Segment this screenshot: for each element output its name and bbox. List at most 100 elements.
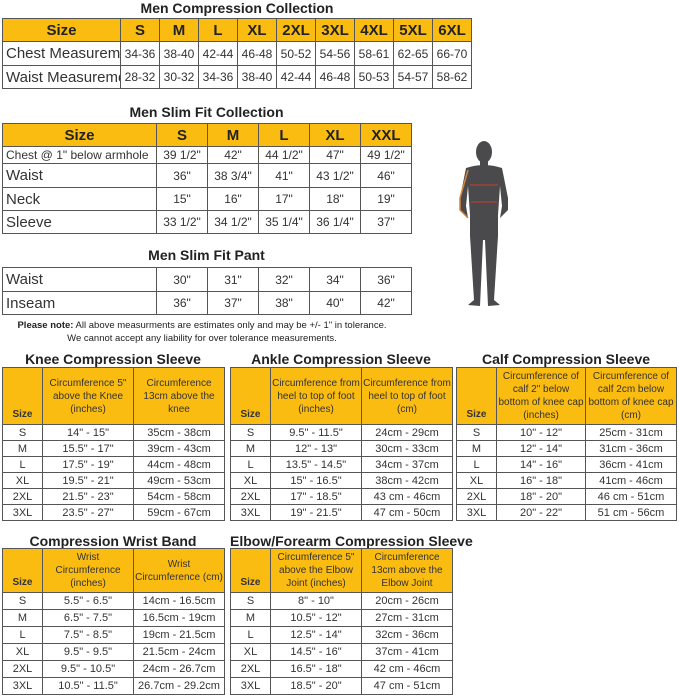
- row-label: L: [230, 626, 271, 644]
- table-cell: 31": [207, 267, 259, 292]
- table-cell: 35 1/4": [258, 210, 310, 234]
- table-cell: 34-36: [120, 41, 160, 66]
- knee-size-table: Size Circumference 5" above the Knee (inc…: [2, 367, 225, 521]
- table-cell: 54-56: [315, 41, 355, 66]
- table-row: L 17.5" - 19" 44cm - 48cm: [2, 456, 225, 473]
- table-cell: 46-48: [315, 65, 355, 89]
- table-row: 2XL 18" - 20" 46 cm - 51cm: [456, 488, 677, 505]
- column-header: Circumference 5" above the Knee (inches): [42, 367, 134, 425]
- table-row: 2XL 21.5" - 23" 54cm - 58cm: [2, 488, 225, 505]
- table-cell: 34 1/2": [207, 210, 259, 234]
- row-label: S: [2, 592, 43, 610]
- column-header: Circumference of calf 2" below bottom of…: [496, 367, 586, 425]
- elbow-title: Elbow/Forearm Compression Sleeve: [230, 533, 473, 549]
- calf-title: Calf Compression Sleeve: [481, 351, 651, 367]
- row-label: L: [2, 456, 43, 473]
- table-cell: 42-44: [276, 65, 316, 89]
- header-row: Size Circumference from heel to top of fo…: [230, 367, 453, 425]
- table-cell: 42": [207, 146, 259, 164]
- table-row: Sleeve 33 1/2" 34 1/2" 35 1/4" 36 1/4" 37": [2, 210, 412, 234]
- table-cell: 18": [309, 187, 361, 211]
- table-cell: 42-44: [198, 41, 238, 66]
- column-header: Wrist Circumference (cm): [133, 548, 225, 593]
- table-cell: 38": [258, 291, 310, 315]
- table-cell: 10.5" - 12": [270, 609, 362, 627]
- column-header: XXL: [360, 123, 412, 147]
- table-cell: 14cm - 16.5cm: [133, 592, 225, 610]
- row-label: Inseam: [2, 291, 157, 315]
- table-cell: 19": [360, 187, 412, 211]
- note-line2: We cannot accept any liability for over …: [67, 333, 337, 344]
- table-cell: 58-61: [354, 41, 394, 66]
- table-cell: 17": [258, 187, 310, 211]
- table-cell: 49cm - 53cm: [133, 472, 225, 489]
- table-cell: 23.5" - 27": [42, 504, 134, 521]
- size-header: Size: [230, 548, 271, 593]
- table-cell: 9.5" - 10.5": [42, 660, 134, 678]
- table-cell: 41cm - 46cm: [585, 472, 677, 489]
- table-cell: 32cm - 36cm: [361, 626, 453, 644]
- table-cell: 38 3/4": [207, 163, 259, 188]
- table-cell: 50-53: [354, 65, 394, 89]
- body-measurement-silhouette-icon: [459, 141, 508, 306]
- table-cell: 20cm - 26cm: [361, 592, 453, 610]
- table-cell: 26.7cm - 29.2cm: [133, 677, 225, 695]
- table-cell: 21.5cm - 24cm: [133, 643, 225, 661]
- row-label: 3XL: [2, 504, 43, 521]
- table-cell: 42": [360, 291, 412, 315]
- row-label: 2XL: [230, 660, 271, 678]
- row-label: 3XL: [2, 677, 43, 695]
- table-cell: 15": [156, 187, 208, 211]
- table-cell: 59cm - 67cm: [133, 504, 225, 521]
- table-row: M 12" - 13" 30cm - 33cm: [230, 440, 453, 457]
- column-header: Circumference 13cm above the knee: [133, 367, 225, 425]
- table-cell: 17" - 18.5": [270, 488, 362, 505]
- row-label: 3XL: [456, 504, 497, 521]
- table-row: M 6.5" - 7.5" 16.5cm - 19cm: [2, 609, 225, 627]
- column-header: XL: [309, 123, 361, 147]
- table-cell: 5.5" - 6.5": [42, 592, 134, 610]
- table-cell: 20" - 22": [496, 504, 586, 521]
- note-label: Please note:: [17, 320, 74, 331]
- table-cell: 12.5" - 14": [270, 626, 362, 644]
- compression-title: Men Compression Collection: [140, 0, 334, 16]
- slim-fit-size-table: Size S M L XL XXL Chest @ 1" below armhole 39 1…: [2, 123, 412, 234]
- table-cell: 12" - 14": [496, 440, 586, 457]
- table-cell: 24cm - 29cm: [361, 424, 453, 441]
- column-header: Circumference from heel to top of foot (…: [361, 367, 453, 425]
- table-row: Waist 30" 31" 32" 34" 36": [2, 267, 412, 292]
- table-cell: 62-65: [393, 41, 433, 66]
- table-row: L 12.5" - 14" 32cm - 36cm: [230, 626, 453, 644]
- column-header: Circumference from heel to top of foot (…: [270, 367, 362, 425]
- table-cell: 34-36: [198, 65, 238, 89]
- row-label: L: [230, 456, 271, 473]
- row-label: XL: [2, 472, 43, 489]
- table-cell: 51 cm - 56cm: [585, 504, 677, 521]
- row-label: S: [230, 424, 271, 441]
- table-row: Chest Measurement34-3638-4042-4446-4850-…: [2, 41, 472, 66]
- table-cell: 15" - 16.5": [270, 472, 362, 489]
- row-label: Chest @ 1" below armhole: [2, 146, 157, 164]
- elbow-size-table: Size Circumference 5" above the Elbow Joi…: [230, 548, 453, 695]
- table-row: M 15.5" - 17" 39cm - 43cm: [2, 440, 225, 457]
- row-label: M: [230, 609, 271, 627]
- row-label: S: [456, 424, 497, 441]
- column-header: 5XL: [393, 18, 433, 42]
- table-row: 3XL 23.5" - 27" 59cm - 67cm: [2, 504, 225, 521]
- row-label: Neck: [2, 187, 157, 211]
- table-cell: 36 1/4": [309, 210, 361, 234]
- table-cell: 66-70: [432, 41, 472, 66]
- table-row: M 12" - 14" 31cm - 36cm: [456, 440, 677, 457]
- table-row: XL 16" - 18" 41cm - 46cm: [456, 472, 677, 489]
- table-row: L 13.5" - 14.5" 34cm - 37cm: [230, 456, 453, 473]
- row-label: 2XL: [230, 488, 271, 505]
- table-cell: 27cm - 31cm: [361, 609, 453, 627]
- table-cell: 58-62: [432, 65, 472, 89]
- row-label: Waist Measurement: [2, 65, 121, 89]
- table-cell: 41": [258, 163, 310, 188]
- tolerance-note: Please note: All above measurments are e…: [2, 319, 402, 345]
- table-cell: 39cm - 43cm: [133, 440, 225, 457]
- column-header: 3XL: [315, 18, 355, 42]
- table-cell: 49 1/2": [360, 146, 412, 164]
